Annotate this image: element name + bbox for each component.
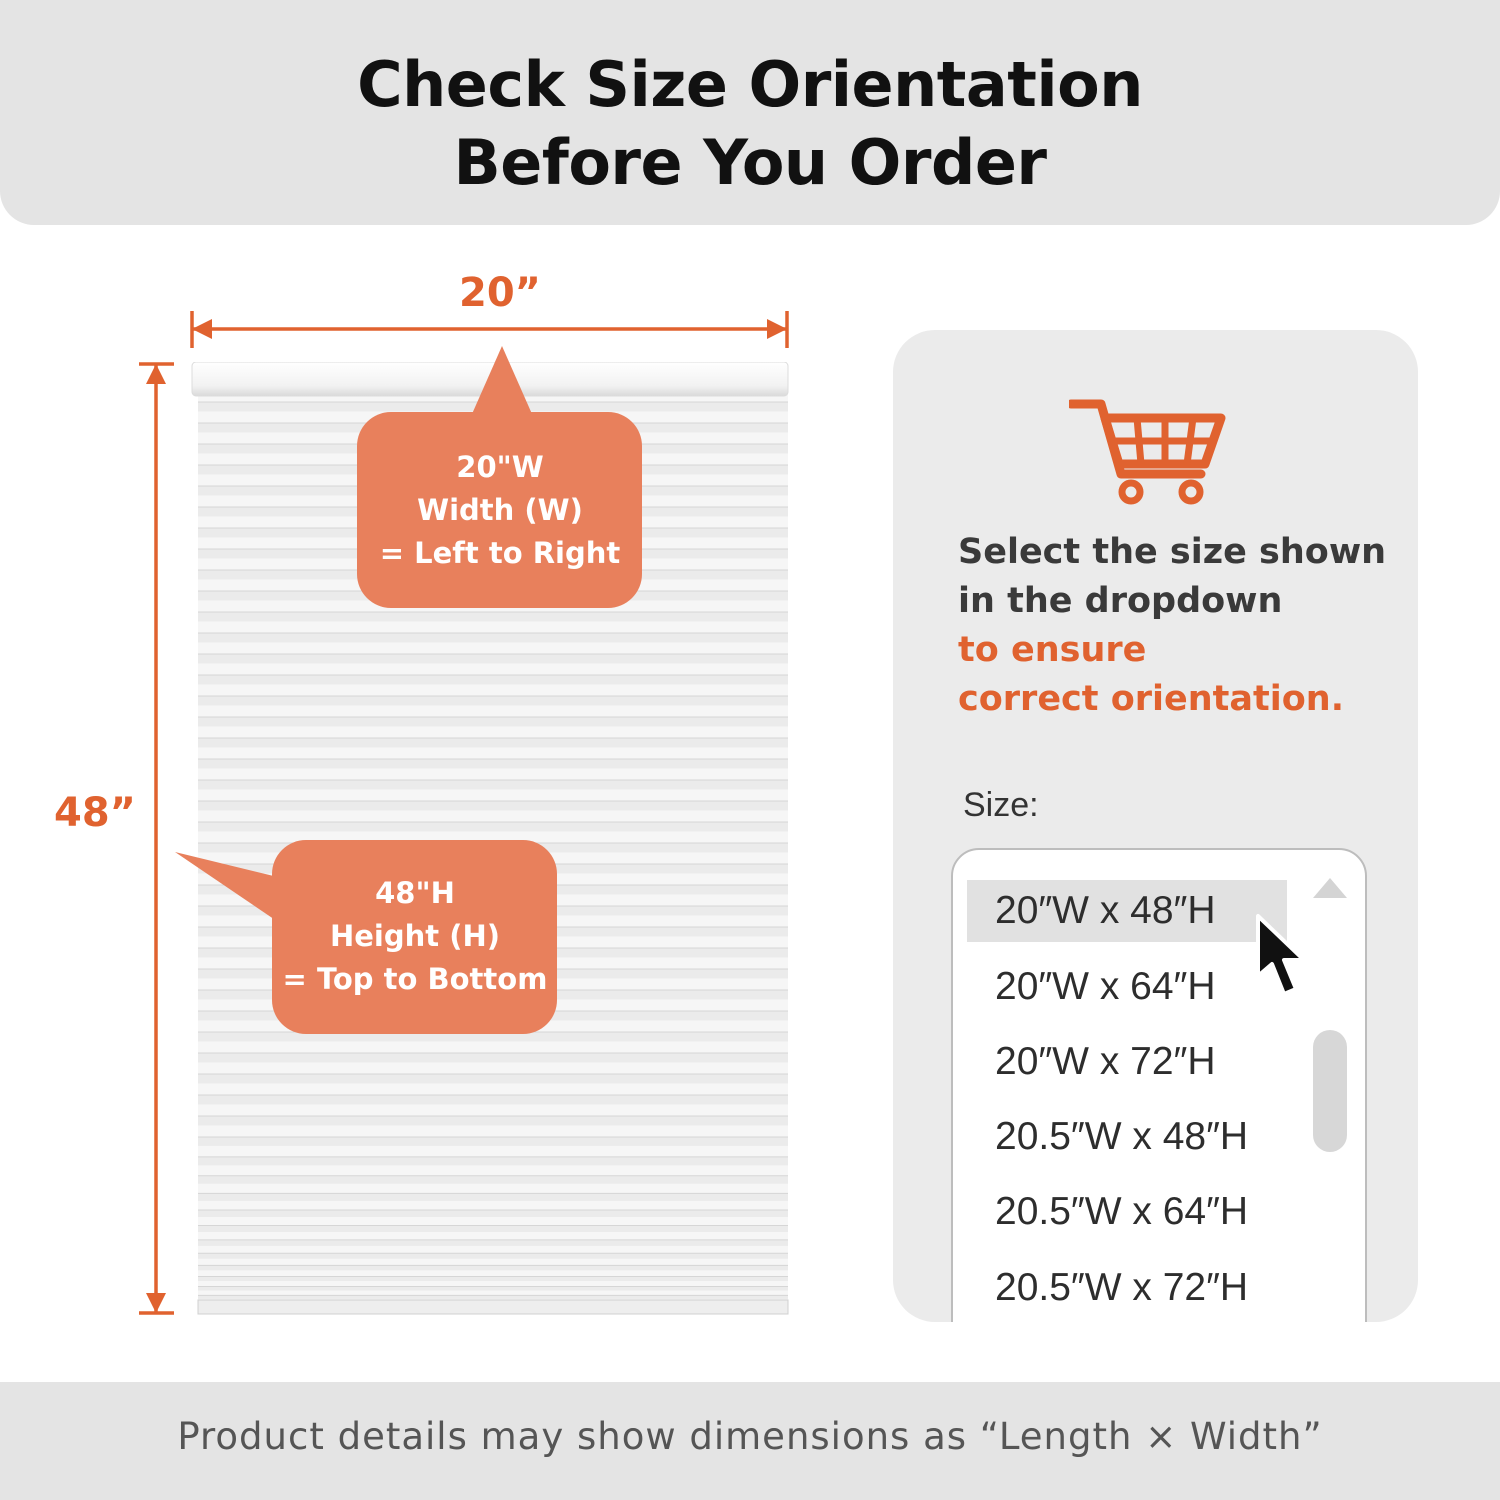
shade-pleat [198,1276,788,1281]
height-dimension-label: 48” [54,790,136,836]
size-label: Size: [963,786,1039,824]
accent-message-line: correct orientation. [958,679,1345,719]
shade-pleat [198,1210,788,1217]
shade-pleat [198,717,788,727]
footer-band [0,1382,1500,1500]
shade-pleat [198,1137,788,1146]
height-callout-bubble [175,840,557,1034]
size-option[interactable]: 20.5″W x 48″H [995,1115,1249,1158]
dimension-arrows [139,311,789,1315]
width-dimension-label: 20” [459,270,541,316]
shade-pleat [198,1225,788,1232]
width-callout-line: 20"W [456,450,544,484]
height-callout-line: 48"H [375,876,455,910]
message-line: Select the size shown [958,532,1387,572]
shade-pleat [198,1286,788,1291]
width-callout: 20"W Width (W) = Left to Right [358,446,642,575]
shade-pleat [198,1156,788,1166]
height-callout-line: = Top to Bottom [282,962,548,996]
accent-message-line: to ensure [958,630,1147,670]
mouse-pointer-icon [1256,914,1306,996]
width-callout-line: = Left to Right [379,536,621,570]
size-option[interactable]: 20.5″W x 72″H [995,1266,1249,1309]
instruction-message: Select the size shown in the dropdown to… [958,528,1398,724]
shade-pleat [198,822,788,832]
size-option[interactable]: 20.5″W x 64″H [995,1190,1249,1233]
shade-pleat [198,1265,788,1271]
shade-pleat [198,738,788,748]
size-option[interactable]: 20″W x 64″H [995,965,1216,1008]
shade-pleat [198,633,788,643]
shade-pleat [198,1193,788,1201]
message-line: in the dropdown [958,581,1283,621]
page-title: Check Size Orientation Before You Order [0,46,1500,202]
order-instructions-panel: Select the size shown in the dropdown to… [893,330,1418,1322]
shade-pleat [198,1253,788,1259]
shade-pleat [198,612,788,622]
shopping-cart-icon [1069,399,1226,505]
size-option-selected[interactable]: 20″W x 48″H [967,880,1287,942]
footer-note: Product details may show dimensions as “… [177,1415,1323,1458]
height-callout: 48"H Height (H) = Top to Bottom [272,872,558,1001]
scrollbar-thumb[interactable] [1313,1030,1347,1152]
shade-pleat [198,780,788,790]
callout-bubbles [175,346,642,1034]
height-callout-line: Height (H) [329,919,501,953]
shade-pleat [198,696,788,706]
shade-pleat [198,1032,788,1042]
shade-pleat [198,654,788,664]
shade-pleat [198,1074,788,1084]
size-option[interactable]: 20″W x 72″H [995,1040,1216,1083]
scroll-up-arrow-icon[interactable] [1311,876,1349,900]
shade-pleat [198,675,788,685]
shade-pleat [198,759,788,769]
size-dropdown-list[interactable]: 20″W x 48″H 20″W x 64″H 20″W x 72″H 20.5… [951,848,1367,1322]
shade-pleat [198,1295,788,1299]
shade-pleat [198,1053,788,1063]
shade-pleat [198,801,788,811]
shade-pleat [198,1239,788,1246]
title-line-2: Before You Order [453,126,1047,199]
shade-pleat [198,1175,788,1184]
header-band [0,0,1500,225]
shade-pleat [198,1095,788,1105]
width-callout-bubble [357,346,642,608]
width-callout-line: Width (W) [417,493,583,527]
shade-pleat [198,1116,788,1126]
title-line-1: Check Size Orientation [357,48,1143,121]
